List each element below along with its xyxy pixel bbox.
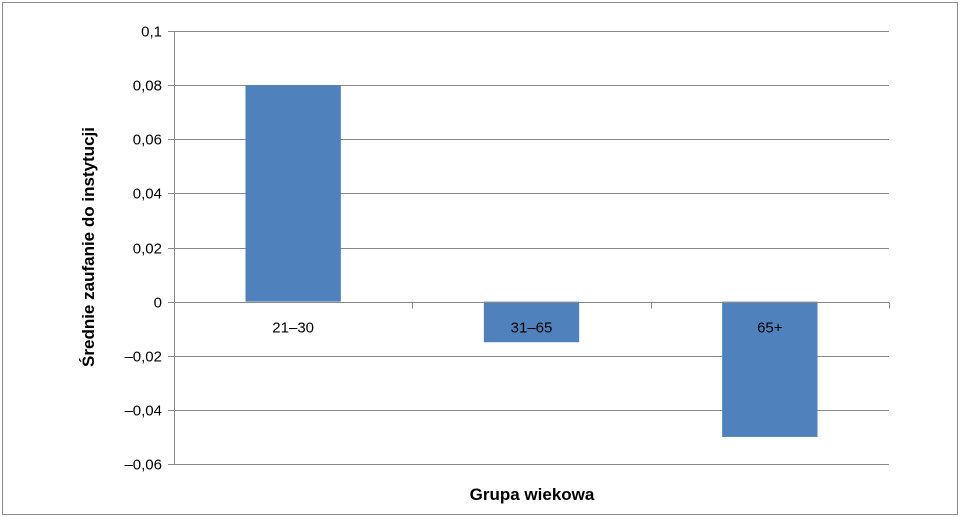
y-tick-label: –0,06 bbox=[124, 457, 162, 474]
y-axis-title: Średnie zaufanie do instytucji bbox=[79, 127, 98, 367]
category-labels: 21–30 31–65 65+ bbox=[272, 320, 782, 337]
y-tick-label: 0 bbox=[154, 295, 162, 312]
y-tick-label: 0,06 bbox=[133, 132, 162, 149]
bar bbox=[722, 301, 818, 437]
y-tick-label: 0,08 bbox=[133, 78, 162, 95]
y-tick-label: –0,02 bbox=[124, 349, 162, 366]
x-axis-title: Grupa wiekowa bbox=[470, 485, 595, 504]
y-tick-labels: 0,1 0,08 0,06 0,04 0,02 0 –0,02 –0,04 –0,06 bbox=[124, 24, 162, 474]
bar bbox=[245, 85, 341, 302]
y-tick-label: 0,04 bbox=[133, 186, 162, 203]
category-label: 31–65 bbox=[511, 320, 553, 337]
bars bbox=[245, 85, 818, 437]
axes bbox=[168, 31, 890, 465]
y-tick-label: 0,02 bbox=[133, 241, 162, 258]
category-label: 21–30 bbox=[272, 320, 314, 337]
y-tick-label: 0,1 bbox=[141, 24, 162, 41]
category-label: 65+ bbox=[757, 320, 783, 337]
bar bbox=[483, 301, 580, 343]
y-tick-label: –0,04 bbox=[124, 403, 162, 420]
bar-chart: 0,1 0,08 0,06 0,04 0,02 0 –0,02 –0,04 –0,06 21–3… bbox=[79, 24, 890, 504]
